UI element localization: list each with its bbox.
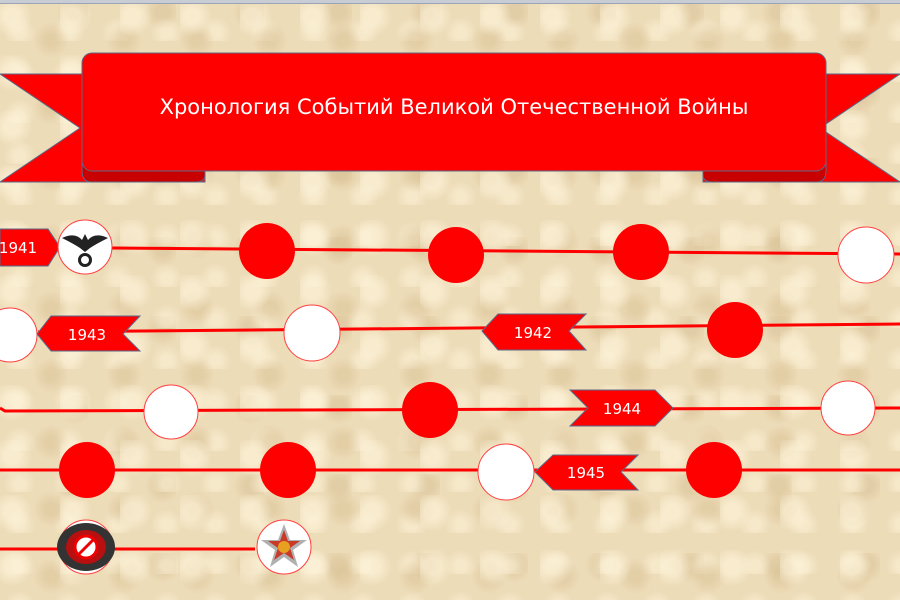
year-label-1944[interactable] bbox=[568, 389, 674, 427]
crossed-out-emblem-icon[interactable] bbox=[57, 519, 115, 575]
timeline-line-1 bbox=[109, 246, 900, 256]
event-marker-empty[interactable] bbox=[837, 226, 895, 284]
event-marker-empty[interactable] bbox=[0, 307, 38, 363]
event-marker-filled[interactable] bbox=[260, 442, 316, 498]
year-label-1945[interactable] bbox=[534, 454, 640, 491]
slide-title: Хронология Событий Великой Отечественной… bbox=[160, 95, 749, 119]
event-marker-filled[interactable] bbox=[613, 224, 669, 280]
year-1945: 1945 bbox=[567, 464, 605, 482]
year-1942: 1942 bbox=[514, 324, 552, 342]
event-marker-filled[interactable] bbox=[59, 442, 115, 498]
event-marker-filled[interactable] bbox=[707, 302, 763, 358]
event-marker-empty[interactable] bbox=[477, 443, 535, 501]
timeline-line-2 bbox=[37, 322, 900, 334]
event-marker-filled[interactable] bbox=[402, 382, 458, 438]
year-label-1943[interactable] bbox=[36, 315, 142, 352]
event-marker-filled[interactable] bbox=[686, 442, 742, 498]
soviet-order-star-medal-icon[interactable] bbox=[256, 519, 312, 575]
title-banner: Хронология Событий Великой Отечественной… bbox=[0, 52, 900, 183]
event-marker-empty[interactable] bbox=[820, 380, 876, 436]
year-label-1942[interactable] bbox=[481, 313, 588, 351]
year-label-1941[interactable] bbox=[0, 228, 61, 267]
banner-main bbox=[81, 52, 827, 172]
year-1944: 1944 bbox=[603, 400, 641, 418]
year-1941: 1941 bbox=[0, 239, 37, 257]
slide-top-border bbox=[0, 0, 900, 4]
year-1943: 1943 bbox=[68, 326, 106, 344]
event-marker-empty[interactable] bbox=[143, 384, 199, 440]
event-marker-empty[interactable] bbox=[283, 304, 341, 362]
german-eagle-emblem-icon bbox=[57, 219, 113, 275]
event-marker-filled[interactable] bbox=[428, 227, 484, 283]
event-marker-filled[interactable] bbox=[239, 223, 295, 279]
